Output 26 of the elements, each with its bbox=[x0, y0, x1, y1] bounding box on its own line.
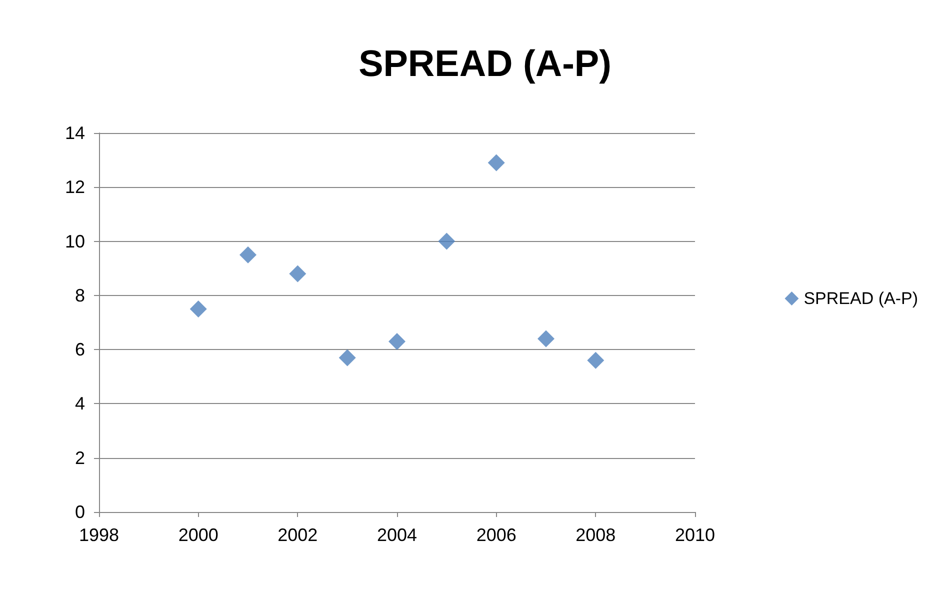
point bbox=[587, 352, 604, 369]
point bbox=[240, 246, 256, 264]
point bbox=[538, 330, 554, 348]
y-tick-label: 10 bbox=[64, 231, 85, 252]
point bbox=[438, 232, 456, 250]
y-tick-label: 4 bbox=[74, 394, 85, 414]
y-tick-label: 6 bbox=[74, 340, 85, 360]
x-tick-label: 2002 bbox=[278, 525, 318, 545]
chart-title: SPREAD (A-P) bbox=[358, 43, 612, 84]
x-tick-label: 2004 bbox=[376, 525, 418, 545]
y-tick-label: 12 bbox=[64, 177, 85, 198]
x-tick-label: 2010 bbox=[674, 525, 716, 545]
point bbox=[190, 300, 207, 318]
point bbox=[289, 265, 306, 282]
point bbox=[388, 332, 406, 350]
y-tick-label: 2 bbox=[74, 448, 85, 468]
x-tick-label: 2008 bbox=[576, 525, 616, 545]
y-tick-label: 14 bbox=[64, 123, 85, 143]
x-tick-label: 2000 bbox=[178, 525, 218, 545]
x-tick-label: 1998 bbox=[78, 525, 120, 545]
point bbox=[338, 349, 356, 366]
y-tick-label: 8 bbox=[74, 285, 85, 306]
point bbox=[488, 154, 505, 172]
x-tick-label: 2006 bbox=[476, 525, 516, 545]
y-tick-label: 0 bbox=[74, 502, 85, 522]
legend-label: SPREAD (A-P) bbox=[804, 289, 918, 308]
